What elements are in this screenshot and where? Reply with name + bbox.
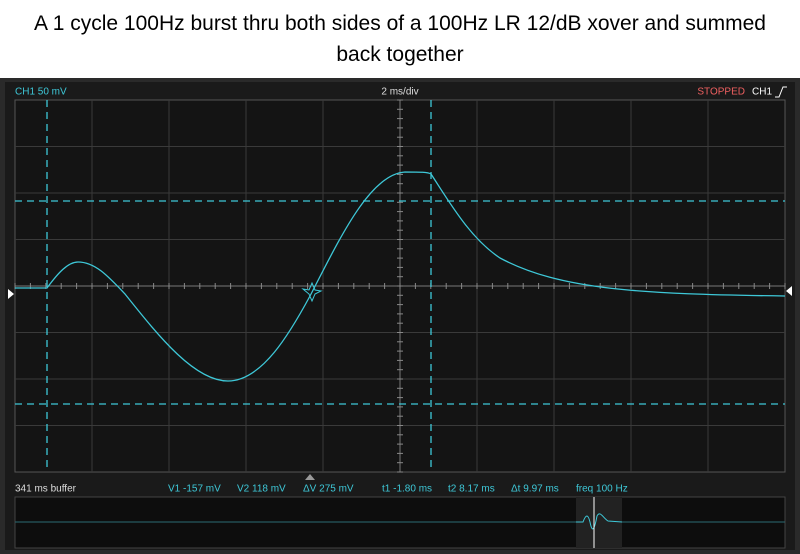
waveform (15, 171, 786, 382)
title: A 1 cycle 100Hz burst thru both sides of… (34, 12, 766, 66)
overview-waveform (576, 513, 623, 530)
measure-v1: V1 -157 mV (168, 484, 221, 495)
ground-marker (8, 289, 14, 299)
grid (14, 99, 786, 473)
measure-t2: t2 8.17 ms (448, 484, 495, 495)
overview-window (576, 497, 622, 548)
measure-dv: ΔV 275 mV (303, 484, 354, 495)
oscilloscope: CH1 50 mV 2 ms/div STOPPED CH1 341 ms bu… (0, 78, 800, 554)
trigger-edge-icon (775, 86, 787, 98)
measure-t1: t1 -1.80 ms (382, 484, 432, 495)
measure-v2: V2 118 mV (237, 484, 286, 495)
trigger-level-marker (786, 286, 792, 296)
timebase: 2 ms/div (381, 87, 418, 98)
trigger-channel: CH1 (752, 87, 772, 98)
status: STOPPED (697, 87, 745, 98)
trigger-point (301, 281, 323, 303)
cursors (15, 100, 785, 472)
buffer: 341 ms buffer (15, 484, 77, 495)
measure-dt: Δt 9.97 ms (511, 484, 559, 495)
channel-scale: CH1 50 mV (15, 87, 67, 98)
measure-freq: freq 100 Hz (576, 484, 628, 495)
trigger-position-marker (305, 474, 315, 480)
